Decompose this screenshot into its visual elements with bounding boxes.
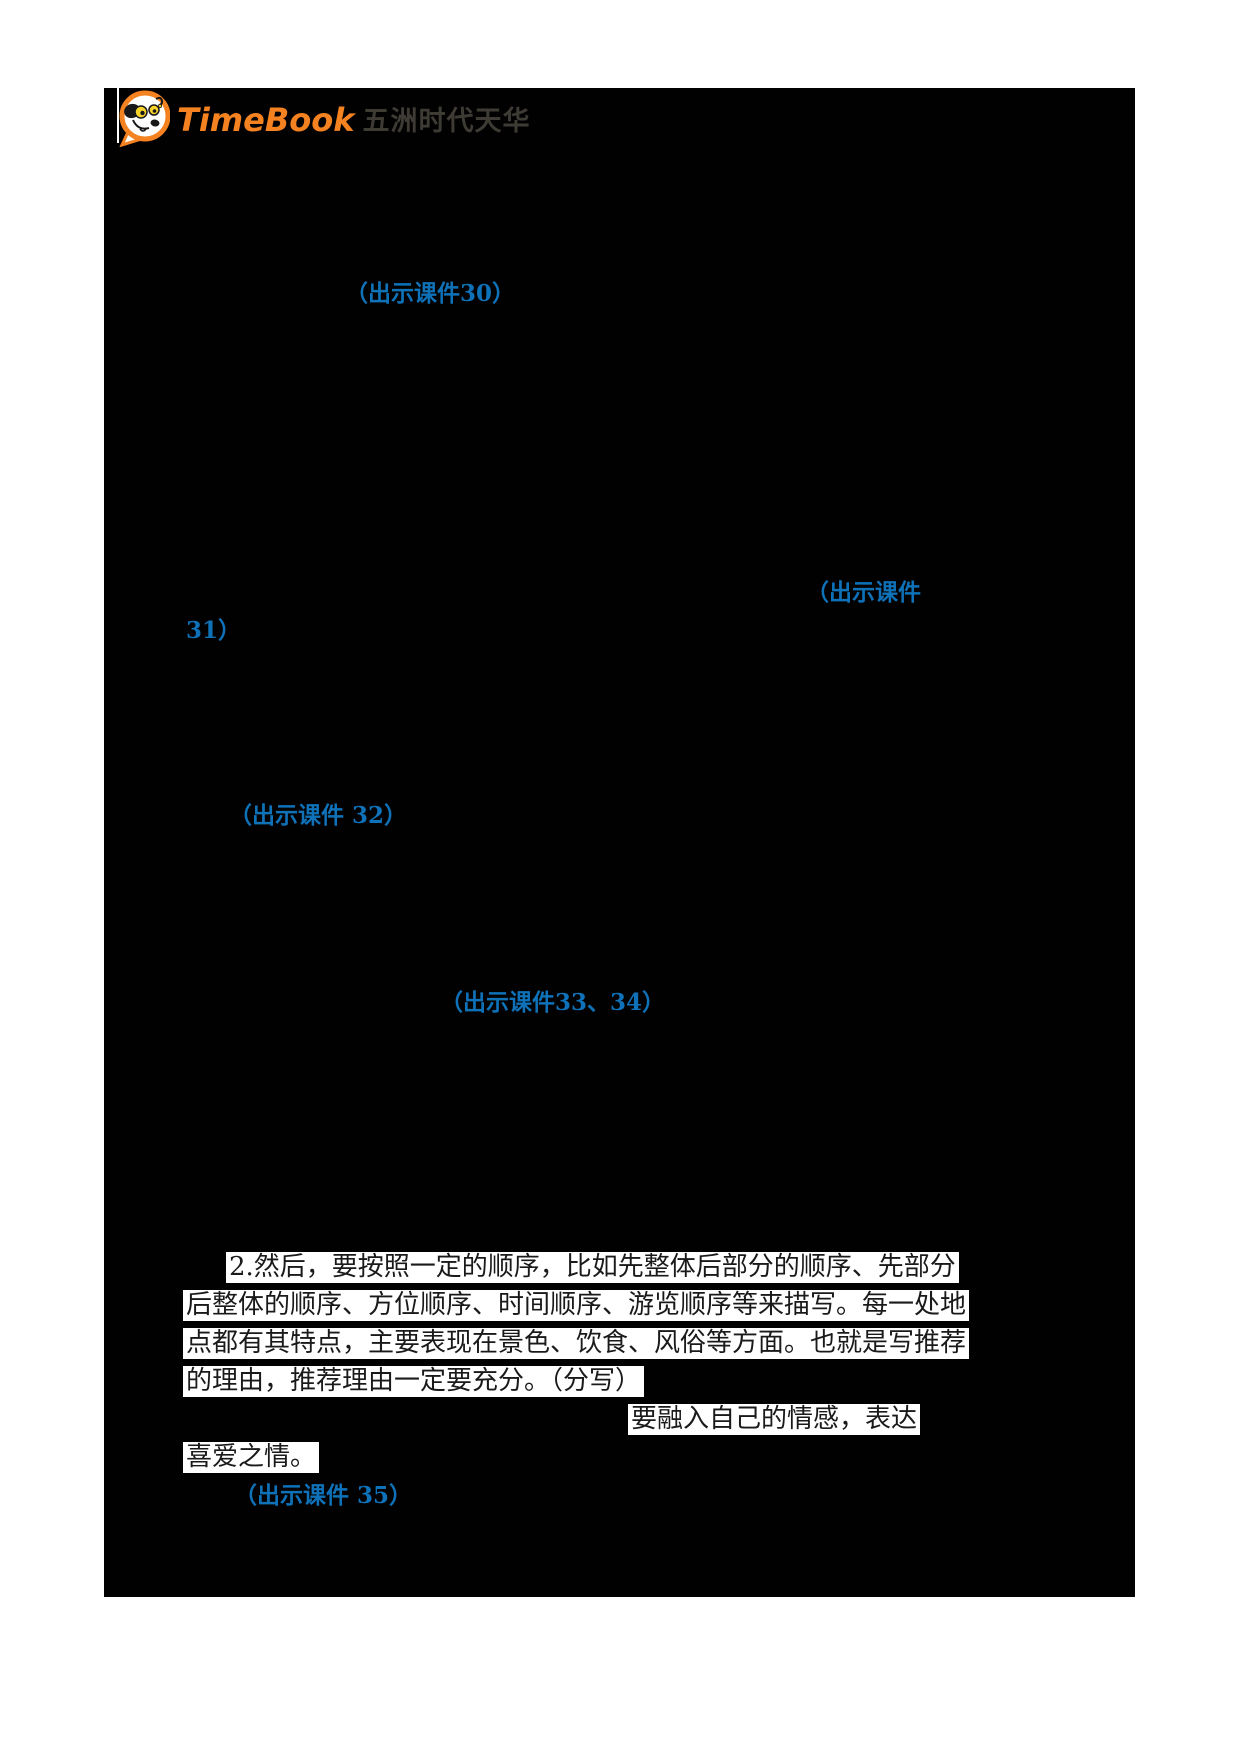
content-block: TimeBook 五洲时代天华 （出示课件30） （出示课件 31） （出示课件… [104, 88, 1135, 1597]
courseware-note-31-part2: 31） [186, 617, 242, 644]
paragraph-line-3: 点都有其特点，主要表现在景色、饮食、风俗等方面。也就是写推荐 [183, 1328, 970, 1359]
margin-tick-line [117, 88, 119, 143]
courseware-note-35: （出示课件 35） [234, 1482, 413, 1509]
brand-logo-row: TimeBook 五洲时代天华 [118, 90, 531, 147]
courseware-note-31-part1: （出示课件 [806, 579, 921, 606]
paragraph-line-1: 2.然后，要按照一定的顺序，比如先整体后部分的顺序、先部分 [226, 1252, 959, 1283]
courseware-note-30: （出示课件30） [345, 280, 516, 307]
paragraph-line-4: 的理由，推荐理由一定要充分。（分写） [183, 1366, 645, 1397]
courseware-note-33-34: （出示课件33、34） [440, 989, 666, 1016]
paragraph-line-5: 要融入自己的情感，表达 [627, 1404, 920, 1435]
paragraph-line-6: 喜爱之情。 [183, 1442, 320, 1473]
brand-name: TimeBook [177, 101, 355, 139]
brand-company-name: 五洲时代天华 [362, 105, 531, 137]
dog-mascot-icon [119, 90, 170, 147]
courseware-note-32: （出示课件 32） [229, 802, 408, 829]
paragraph-line-2: 后整体的顺序、方位顺序、时间顺序、游览顺序等来描写。每一处地 [183, 1290, 970, 1321]
